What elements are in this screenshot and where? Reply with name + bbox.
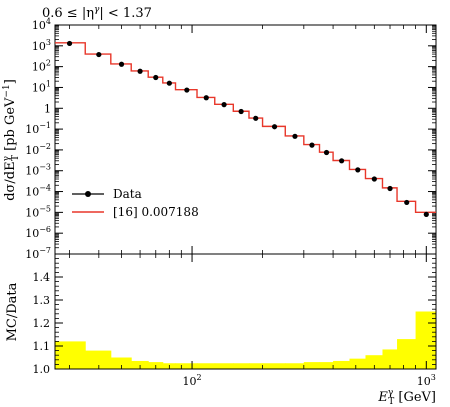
data-point (66, 40, 73, 47)
ratio-band-bin (248, 363, 264, 369)
ratio-band-bin (131, 360, 149, 369)
data-point (221, 102, 227, 108)
data-point (371, 176, 377, 182)
chart-title: 0.6 ≤ |ηγ| < 1.37 (42, 5, 152, 21)
main-y-ticks: 104 103 102 101 1 10−1 10−2 10−3 10−4 10−5 10−6 10−… (25, 17, 436, 261)
data-point (184, 87, 190, 93)
ratio-band-bin (397, 339, 417, 369)
main-y-tick-label: 103 (32, 38, 51, 53)
data-point (118, 61, 125, 67)
main-plot: 104 103 102 101 1 10−1 10−2 10−3 10−4 10−5 10−6 10−… (2, 17, 437, 261)
ratio-band-bin (382, 349, 398, 369)
main-y-tick-label: 104 (32, 17, 51, 32)
ratio-plot-frame (54, 253, 437, 370)
legend-mc-label: [16] 0.007188 (113, 205, 199, 219)
legend-entry-data: Data (72, 187, 142, 201)
main-y-tick-label: 101 (32, 79, 51, 94)
main-y-tick-label: 102 (32, 59, 51, 74)
data-point (153, 74, 159, 81)
data-point (203, 95, 209, 101)
data-point (137, 68, 143, 74)
data-point (309, 142, 315, 148)
ratio-band-bin (233, 363, 250, 369)
main-y-tick-label: 10−1 (25, 121, 51, 136)
ratio-y-tick-label: 1.1 (33, 340, 51, 353)
legend-data-label: Data (113, 187, 142, 201)
legend: Data [16] 0.007188 (72, 187, 199, 219)
ratio-band-bin (175, 363, 198, 369)
ratio-band-bin (365, 355, 383, 369)
data-point (323, 149, 330, 156)
ratio-band (55, 311, 437, 369)
ratio-y-tick-label: 1.4 (33, 271, 51, 284)
data-point (253, 115, 259, 121)
ratio-band-bin (214, 363, 234, 369)
ratio-band-bin (333, 360, 350, 369)
ratio-band-bin (415, 311, 437, 369)
data-point (238, 108, 244, 115)
data-points (66, 40, 429, 217)
data-point (339, 158, 345, 164)
ratio-band-bin (303, 362, 320, 369)
legend-entry-mc: [16] 0.007188 (72, 205, 199, 219)
ratio-y-tick-label: 1.2 (33, 317, 51, 330)
x-tick-label: 103 (417, 373, 436, 388)
main-y-tick-label: 10−6 (25, 225, 51, 240)
main-y-tick-label: 1 (44, 102, 51, 115)
data-point (292, 133, 298, 139)
data-point (404, 199, 410, 206)
ratio-band-bin (197, 363, 216, 369)
ratio-band-bin (85, 350, 112, 369)
main-y-tick-label: 10−2 (25, 142, 51, 157)
main-x-ticks (69, 25, 427, 254)
data-point (166, 80, 172, 86)
ratio-band-bin (110, 357, 132, 369)
main-y-tick-label: 10−4 (25, 184, 51, 199)
ratio-plot: 1.0 1.1 1.2 1.3 1.4 102 103 MC/Data Eγ T [GeV] (5, 253, 437, 407)
ratio-band-bin (262, 363, 286, 369)
data-point (271, 124, 278, 130)
main-y-tick-label: 10−3 (25, 163, 51, 178)
main-y-tick-label: 10−7 (25, 246, 51, 261)
x-axis-label: Eγ T [GeV] (377, 388, 436, 407)
data-point (355, 167, 361, 173)
legend-data-marker (85, 191, 91, 197)
ratio-band-bin (285, 363, 305, 369)
main-y-axis-label: dσ/dEγT [pb GeV−1] (2, 79, 21, 201)
ratio-y-axis-label: MC/Data (5, 282, 20, 341)
data-point (423, 211, 429, 217)
ratio-band-bin (349, 358, 366, 369)
data-point (96, 51, 102, 58)
x-tick-label: 102 (182, 373, 201, 388)
ratio-x-ticks: 102 103 (69, 254, 436, 388)
ratio-y-ticks: 1.0 1.1 1.2 1.3 1.4 (33, 258, 436, 376)
ratio-y-tick-label: 1.3 (33, 294, 51, 307)
main-plot-frame (54, 24, 437, 255)
ratio-y-tick-label: 1.0 (33, 363, 51, 376)
main-y-tick-label: 10−5 (25, 204, 51, 219)
ratio-band-bin (319, 362, 334, 369)
data-point (387, 185, 393, 192)
